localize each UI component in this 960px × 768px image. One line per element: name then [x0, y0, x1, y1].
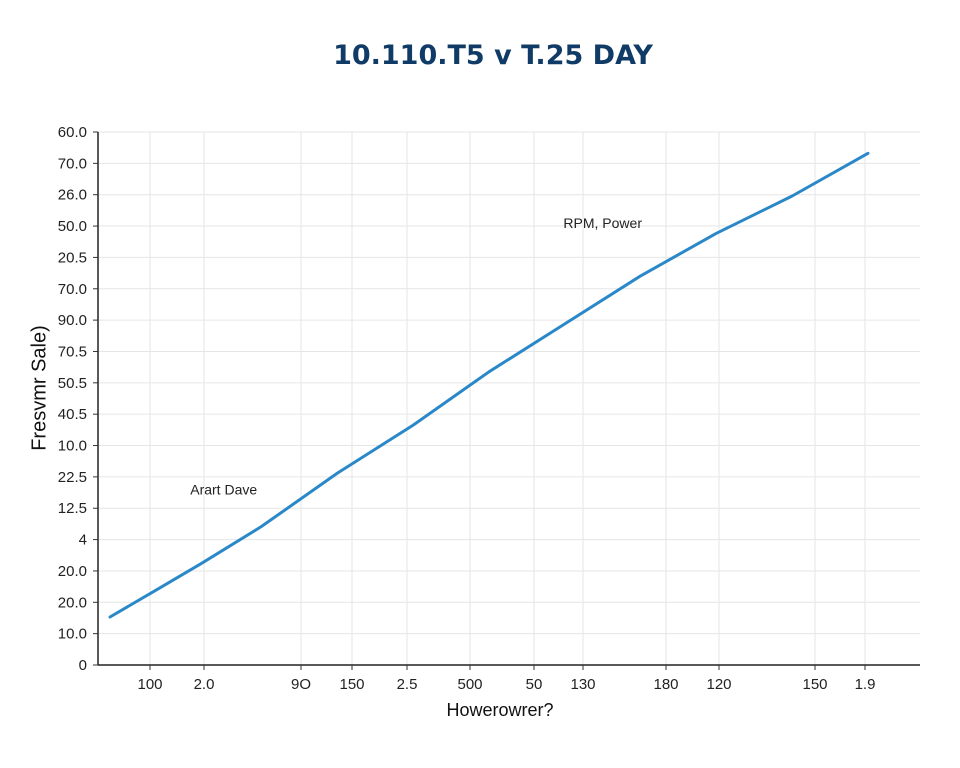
series-lines — [108, 151, 870, 619]
series-line-1 — [108, 151, 870, 619]
y-tick-label: 22.5 — [58, 469, 87, 486]
x-tick-label: 150 — [802, 676, 827, 693]
y-tick-label: 20.0 — [58, 563, 87, 580]
annotations: Arart Dave RPM, Power — [190, 215, 642, 498]
x-tick-label: 180 — [653, 676, 678, 693]
y-tick-label: 90.0 — [58, 312, 87, 329]
y-tick-label: 70.0 — [58, 155, 87, 172]
y-tick-label: 50.5 — [58, 375, 87, 392]
y-tick-label: 4 — [79, 532, 87, 549]
x-tick-label: 2.5 — [397, 676, 418, 693]
y-tick-label: 40.5 — [58, 406, 87, 423]
y-tick-label: 70.0 — [58, 281, 87, 298]
x-tick-label: 100 — [137, 676, 162, 693]
y-tick-label: 50.0 — [58, 218, 87, 235]
x-tick-label: 120 — [706, 676, 731, 693]
x-tick-label: 500 — [457, 676, 482, 693]
y-tick-label: 0 — [79, 657, 87, 674]
x-tick-label: 9Ο — [291, 676, 311, 693]
y-tick-label: 12.5 — [58, 500, 87, 517]
y-tick-label: 60.0 — [58, 124, 87, 141]
x-tick-label: 2.0 — [194, 676, 215, 693]
y-tick-label: 20.5 — [58, 249, 87, 266]
axes — [97, 132, 920, 666]
x-axis-label: Howerowrer? — [446, 700, 554, 720]
y-tick-label: 70.5 — [58, 343, 87, 360]
chart-title: 10.110.T5 v T.25 DAY — [333, 40, 653, 71]
x-tick-label: 50 — [526, 676, 543, 693]
grid — [98, 131, 920, 666]
y-ticks: 0 10.0 20.0 20.0 4 12.5 22.5 10.0 40.5 50.5 70.5 90… — [58, 124, 98, 674]
y-tick-label: 20.0 — [58, 594, 87, 611]
y-tick-label: 10.0 — [58, 626, 87, 643]
y-tick-label: 26.0 — [58, 187, 87, 204]
y-tick-label: 10.0 — [58, 438, 87, 455]
annotation-label: Arart Dave — [190, 481, 257, 497]
annotation-label: RPM, Power — [563, 215, 642, 231]
x-tick-label: 1.9 — [855, 676, 876, 693]
x-ticks: 100 2.0 9Ο 150 2.5 500 50 130 180 120 150 1.9 — [137, 665, 875, 693]
x-tick-label: 150 — [339, 676, 364, 693]
x-tick-label: 130 — [570, 676, 595, 693]
